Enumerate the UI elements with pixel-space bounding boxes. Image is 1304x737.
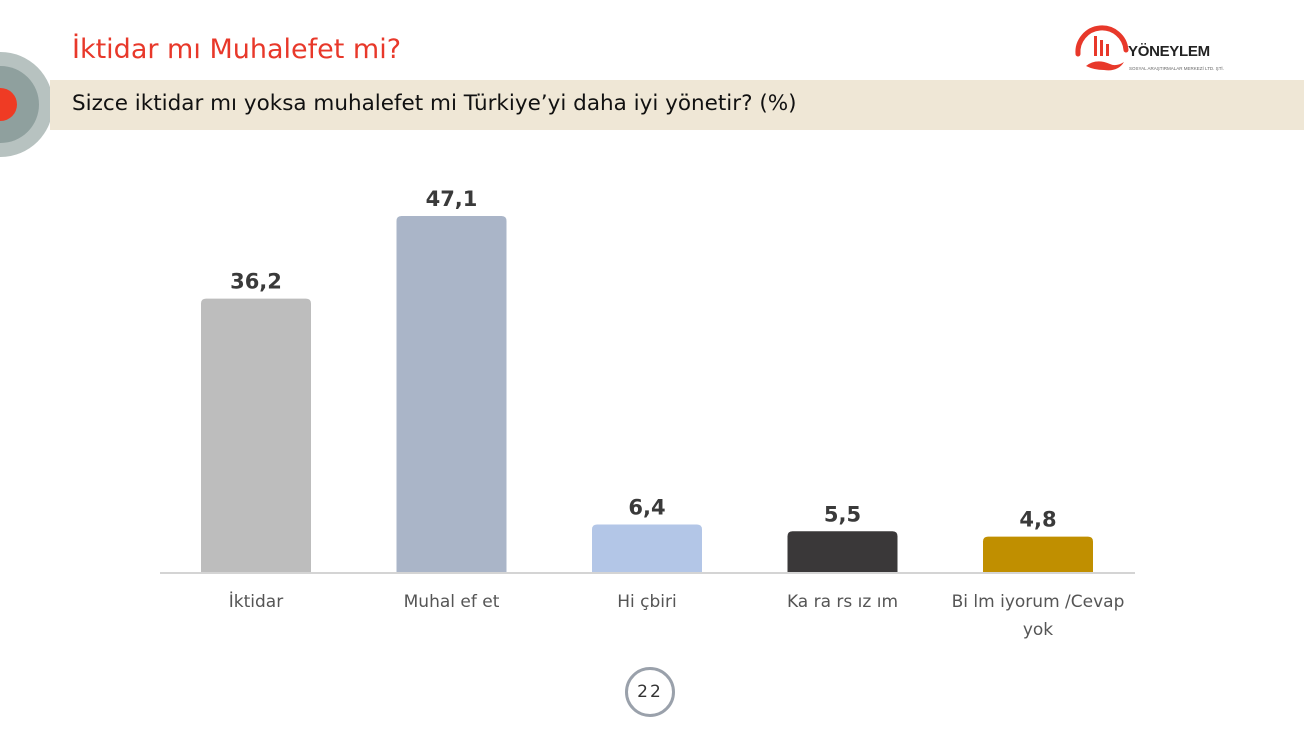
data-label: 4,8 bbox=[1019, 508, 1056, 532]
category-label: İktidar bbox=[229, 591, 283, 612]
question-subtitle: Sizce iktidar mı yoksa muhalefet mi Türk… bbox=[72, 91, 797, 116]
category-label: Muhal ef et bbox=[404, 592, 500, 612]
logo-mark-icon bbox=[1075, 25, 1129, 71]
data-label: 6,4 bbox=[628, 495, 665, 519]
bar bbox=[592, 524, 702, 573]
category-label: Ka ra rs ız ım bbox=[787, 592, 898, 612]
decorative-circle-dot bbox=[0, 88, 17, 121]
bar bbox=[787, 531, 898, 573]
bar bbox=[396, 216, 507, 573]
category-label: Hi çbiri bbox=[617, 592, 676, 612]
data-label: 36,2 bbox=[230, 270, 282, 294]
data-label: 47,1 bbox=[426, 187, 478, 211]
page-number: 22 bbox=[625, 667, 675, 717]
category-label: Bi lm iyorum /Cevap bbox=[952, 592, 1125, 612]
bar bbox=[983, 536, 1093, 573]
subtitle-band: Sizce iktidar mı yoksa muhalefet mi Türk… bbox=[50, 80, 1304, 130]
bar bbox=[201, 298, 311, 573]
yoneylem-logo: YÖNEYLEM SOSYAL ARAŞTIRMALAR MERKEZİ LTD… bbox=[1072, 20, 1232, 76]
page-title: İktidar mı Muhalefet mi? bbox=[72, 34, 402, 65]
logo-wordmark: YÖNEYLEM bbox=[1128, 43, 1210, 60]
data-label: 5,5 bbox=[824, 502, 861, 526]
category-label: yok bbox=[1023, 620, 1053, 640]
logo-tagline: SOSYAL ARAŞTIRMALAR MERKEZİ LTD. ŞTİ. bbox=[1129, 66, 1224, 71]
